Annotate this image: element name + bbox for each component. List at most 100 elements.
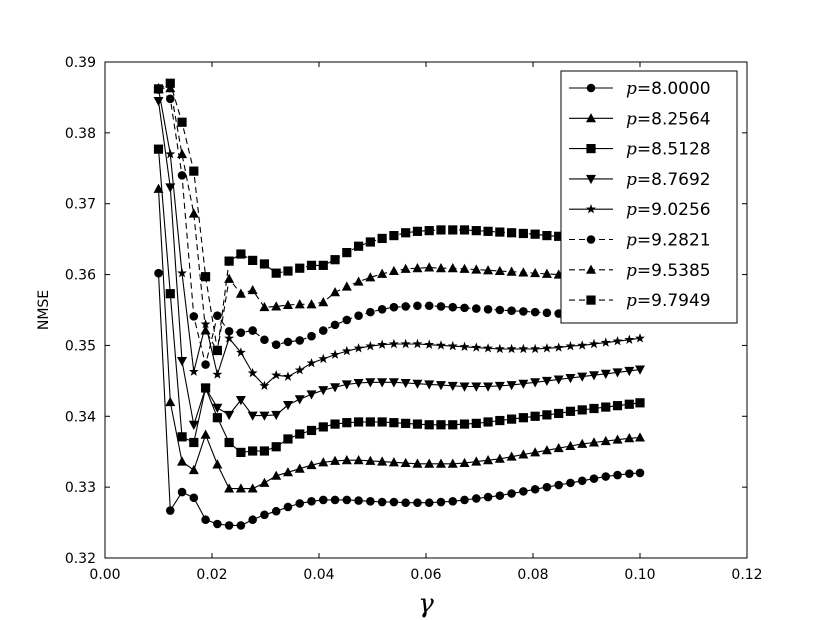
legend-marker (586, 295, 596, 305)
legend-value: =8.7692 (637, 170, 711, 190)
data-point (248, 446, 258, 456)
x-tick-label: 0.02 (196, 567, 227, 583)
data-point (307, 497, 316, 506)
data-point (483, 226, 493, 236)
data-point (460, 303, 469, 313)
data-point (365, 272, 376, 282)
data-point (236, 328, 246, 337)
series-2 (153, 144, 645, 458)
data-point (518, 267, 529, 277)
legend-frame (560, 70, 738, 324)
x-tick-label: 0.00 (89, 567, 120, 583)
data-point (389, 497, 399, 507)
y-tick-label: 0.38 (65, 126, 96, 142)
data-point (389, 302, 399, 312)
data-point (235, 347, 246, 357)
series-1 (153, 183, 645, 493)
data-point (506, 343, 517, 354)
data-point (635, 365, 645, 375)
data-point (518, 379, 529, 389)
data-point (507, 414, 517, 424)
legend-label: p=8.5128 (626, 140, 711, 160)
data-point (506, 451, 517, 461)
data-point (177, 267, 187, 278)
data-point (436, 225, 446, 235)
legend-value: =9.5385 (637, 261, 711, 281)
data-point (471, 342, 482, 352)
data-point (212, 459, 223, 469)
data-point (471, 382, 482, 392)
data-point (341, 345, 352, 356)
data-point (483, 265, 494, 275)
data-point (459, 263, 470, 273)
legend-value: =8.0000 (637, 79, 711, 99)
data-point (401, 418, 411, 428)
data-point (412, 226, 423, 236)
data-point (224, 333, 235, 343)
data-point (424, 226, 434, 236)
data-point (294, 365, 305, 375)
data-point (248, 326, 257, 335)
series-4 (153, 83, 645, 391)
data-point (577, 438, 588, 448)
data-point (424, 339, 435, 349)
data-point (271, 410, 282, 421)
data-point (353, 455, 364, 465)
data-point (200, 383, 211, 394)
data-point (330, 349, 340, 359)
data-point (400, 338, 411, 349)
data-point (483, 455, 494, 465)
data-point (177, 487, 187, 497)
y-tick-label: 0.34 (65, 409, 96, 425)
data-point (401, 498, 410, 508)
data-point (318, 495, 328, 505)
legend-value: =9.2821 (637, 231, 711, 251)
data-point (518, 228, 528, 239)
data-point (377, 233, 387, 244)
data-point (542, 410, 552, 420)
data-point (271, 340, 281, 350)
data-point (153, 144, 164, 154)
data-point (365, 237, 375, 247)
legend-marker (586, 235, 596, 244)
legend-entry: p=8.7692 (569, 170, 711, 190)
data-point (541, 445, 552, 455)
legend-label: p=9.0256 (626, 200, 711, 220)
data-point (389, 231, 399, 241)
data-point (483, 417, 493, 427)
data-point (330, 320, 340, 330)
data-point (271, 301, 282, 311)
y-tick-label: 0.39 (65, 55, 96, 71)
data-point (530, 447, 541, 457)
data-point (353, 343, 364, 353)
data-point (495, 491, 505, 500)
data-point (342, 248, 352, 258)
data-point (235, 288, 246, 298)
data-point (612, 368, 623, 378)
data-point (271, 442, 281, 452)
data-point (447, 340, 458, 351)
data-point (200, 272, 211, 282)
legend-entry: p=8.5128 (569, 140, 711, 160)
data-point (412, 262, 423, 273)
data-point (588, 437, 599, 447)
data-point (365, 455, 376, 465)
data-point (506, 266, 517, 276)
data-point (635, 468, 645, 478)
legend-var: p (626, 79, 637, 99)
data-point (448, 225, 458, 235)
data-point (542, 308, 552, 318)
legend-label: p=9.5385 (626, 261, 711, 281)
legend-entry: p=8.2564 (569, 109, 711, 129)
data-point (283, 266, 293, 276)
data-point (483, 382, 494, 392)
data-point (483, 492, 493, 502)
data-point (330, 455, 341, 465)
data-point (530, 484, 540, 494)
data-point (553, 342, 564, 352)
data-point (341, 455, 352, 465)
data-point (554, 408, 564, 419)
legend-label: p=8.7692 (626, 170, 711, 190)
legend-value: =9.7949 (637, 291, 711, 311)
data-point (412, 338, 423, 349)
